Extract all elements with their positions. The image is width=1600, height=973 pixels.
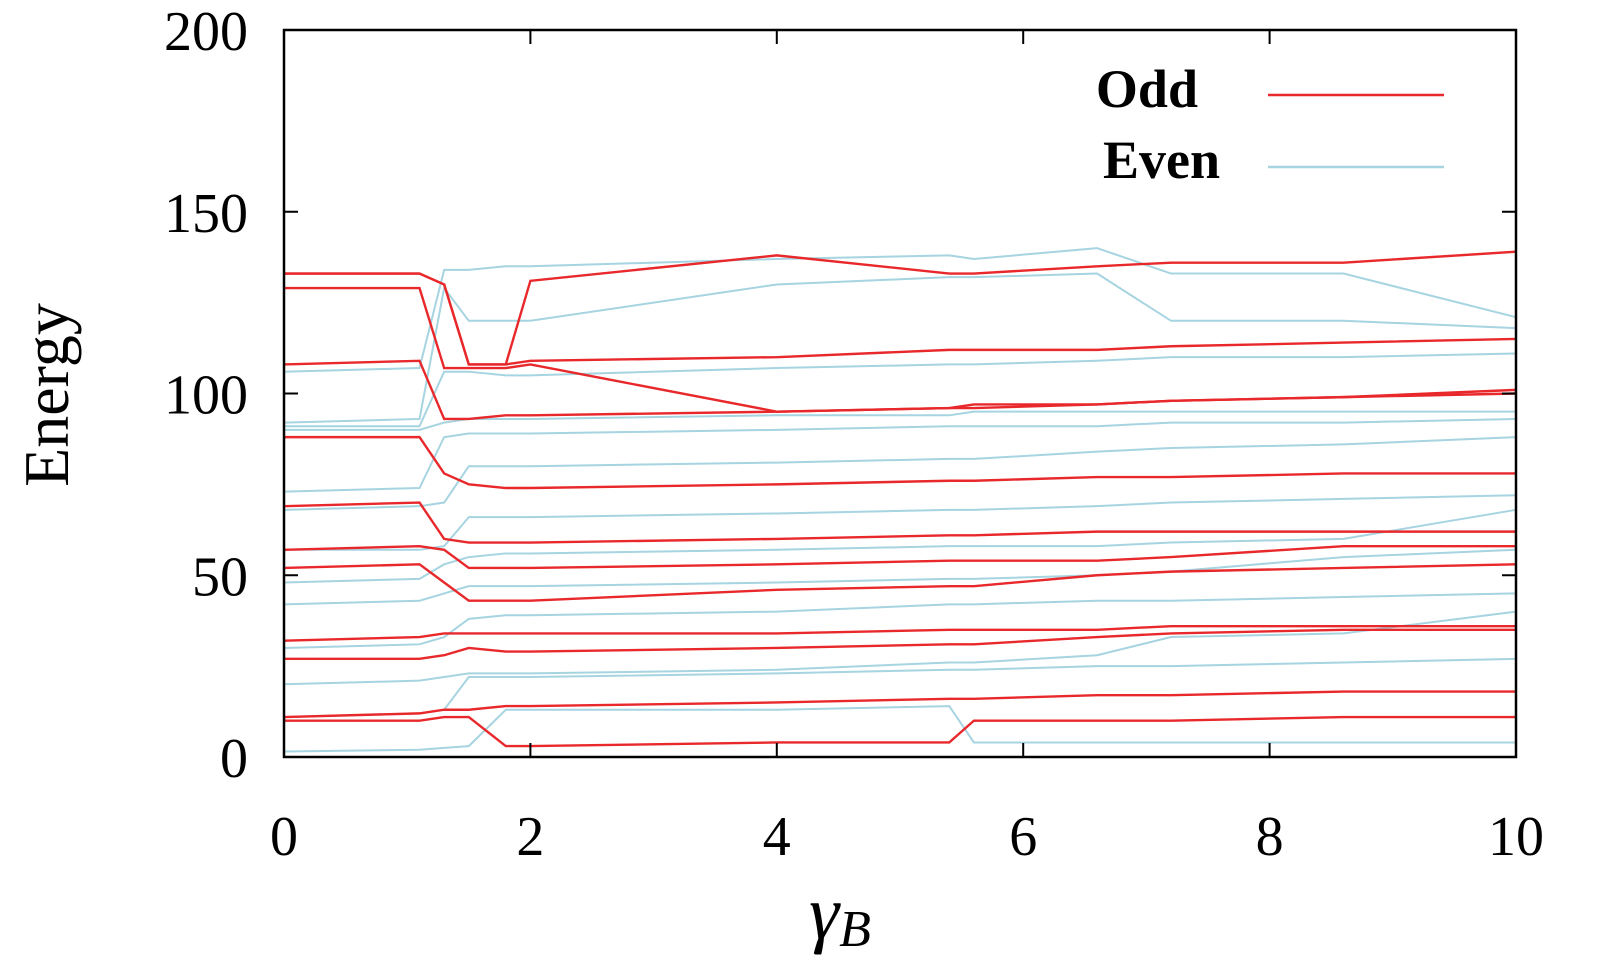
series-odd-line-1 <box>284 272 1517 366</box>
series-odd-line-10 <box>283 690 1516 719</box>
series-odd-line-0 <box>284 250 1517 366</box>
legend-label-odd: Odd <box>1096 59 1198 119</box>
series-even-line-10 <box>283 610 1517 686</box>
x-tick-label: 8 <box>1256 806 1284 868</box>
series-odd-line-11 <box>284 715 1516 748</box>
series-odd-line-3 <box>283 359 1517 421</box>
series-even-line-4 <box>283 417 1517 493</box>
series-even-line-9 <box>283 592 1517 649</box>
series-odd-line-8 <box>283 624 1516 642</box>
series-even-line-3 <box>284 410 1516 431</box>
series-even-line-11 <box>283 657 1517 719</box>
x-tick-label: 2 <box>516 806 544 868</box>
y-axis-label: Energy <box>11 303 82 487</box>
series-odd-line-6 <box>283 544 1516 570</box>
y-tick-label: 200 <box>164 1 248 63</box>
series-odd-line-5 <box>283 501 1516 544</box>
series-even-line-5 <box>283 436 1517 511</box>
x-tick-label: 6 <box>1009 806 1037 868</box>
series-odd-line-7 <box>283 563 1517 602</box>
legend: Odd Even <box>1096 59 1444 190</box>
series-even-line-7 <box>283 508 1517 584</box>
series-odd-line-4 <box>284 435 1516 490</box>
series-even-line-1 <box>283 272 1517 424</box>
series-even-line-6 <box>284 494 1517 551</box>
x-tick-label: 4 <box>763 806 791 868</box>
x-tick-label: 10 <box>1488 806 1544 868</box>
y-tick-label: 0 <box>220 728 248 790</box>
x-tick-label: 0 <box>270 806 298 868</box>
legend-label-even: Even <box>1103 130 1220 190</box>
series-even-line-0 <box>283 247 1517 373</box>
series-even-line-2 <box>284 352 1517 428</box>
series-lines <box>283 247 1517 753</box>
y-tick-label: 100 <box>164 365 248 427</box>
series-even-line-12 <box>283 705 1516 753</box>
y-tick-label: 150 <box>164 183 248 245</box>
series-odd-line-9 <box>284 628 1516 661</box>
x-axis-label: γB <box>809 871 871 958</box>
series-odd-line-2 <box>284 286 1517 413</box>
y-tick-label: 50 <box>192 546 248 608</box>
